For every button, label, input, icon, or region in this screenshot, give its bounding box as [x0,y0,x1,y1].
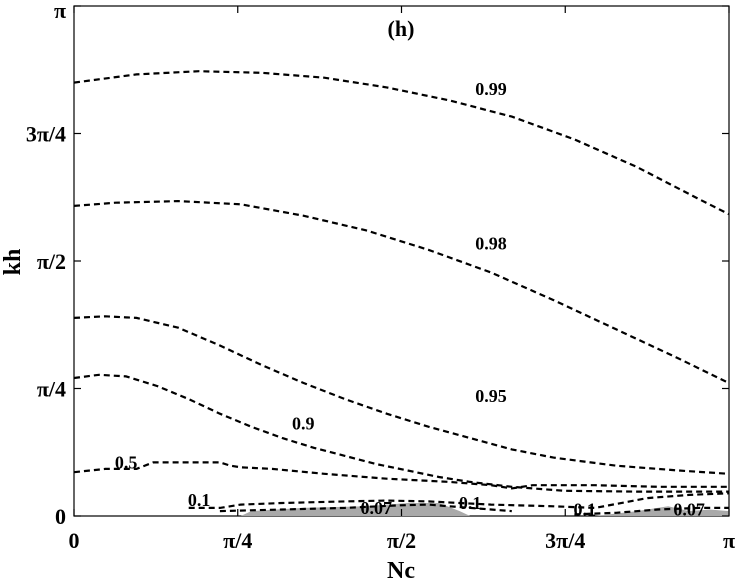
y-axis-ticks: 0 π/4 π/2 3π/4 π [26,0,729,529]
contour-line-0.07 [574,506,729,516]
contour-label-0.99: 0.99 [475,79,507,99]
y-axis-label: kh [0,249,26,276]
y-tick-label: π/4 [37,376,66,401]
shaded-region-1 [240,503,471,516]
contour-line-0.98 [73,199,730,384]
contour-line-0.07 [219,503,512,513]
contour-label-0.95: 0.95 [475,386,507,406]
contour-lines [73,70,730,516]
y-tick-label: 0 [55,504,66,529]
contour-label-0.07: 0.07 [361,498,393,518]
shaded-region-2 [595,506,729,516]
x-tick-label: π [723,528,735,553]
contour-label-0.98: 0.98 [475,233,507,253]
x-axis-ticks: 0 π/4 π/2 3π/4 π [69,6,735,553]
x-tick-label: 3π/4 [545,528,585,553]
contour-labels: 0.99 0.98 0.95 0.9 0.5 0.1 0.07 0.07 0.1 0.1 [115,79,705,519]
contour-label-0.5: 0.5 [115,452,138,472]
contour-line-0.95 [73,315,729,475]
plot-frame [73,5,730,517]
contour-line-0.1 [188,492,729,510]
x-axis-label: Nc [387,558,415,581]
contour-line-0.9 [73,373,729,493]
panel-label: (h) [388,16,415,41]
contour-label-extra-2: 0.1 [574,500,597,520]
contour-line-0.5 [73,461,729,490]
contour-label-0.1: 0.1 [188,490,211,510]
x-tick-label: 0 [69,528,80,553]
y-tick-label: π/2 [37,249,66,274]
y-tick-label: π [54,0,66,23]
contour-label-0.9: 0.9 [292,414,315,434]
contour-label-0.07: 0.07 [673,500,705,520]
shaded-regions [240,503,729,516]
x-tick-label: π/2 [387,528,416,553]
y-tick-label: 3π/4 [26,121,66,146]
contour-line-0.99 [73,70,730,216]
contour-label-extra-1: 0.1 [459,493,482,513]
x-tick-label: π/4 [223,528,252,553]
